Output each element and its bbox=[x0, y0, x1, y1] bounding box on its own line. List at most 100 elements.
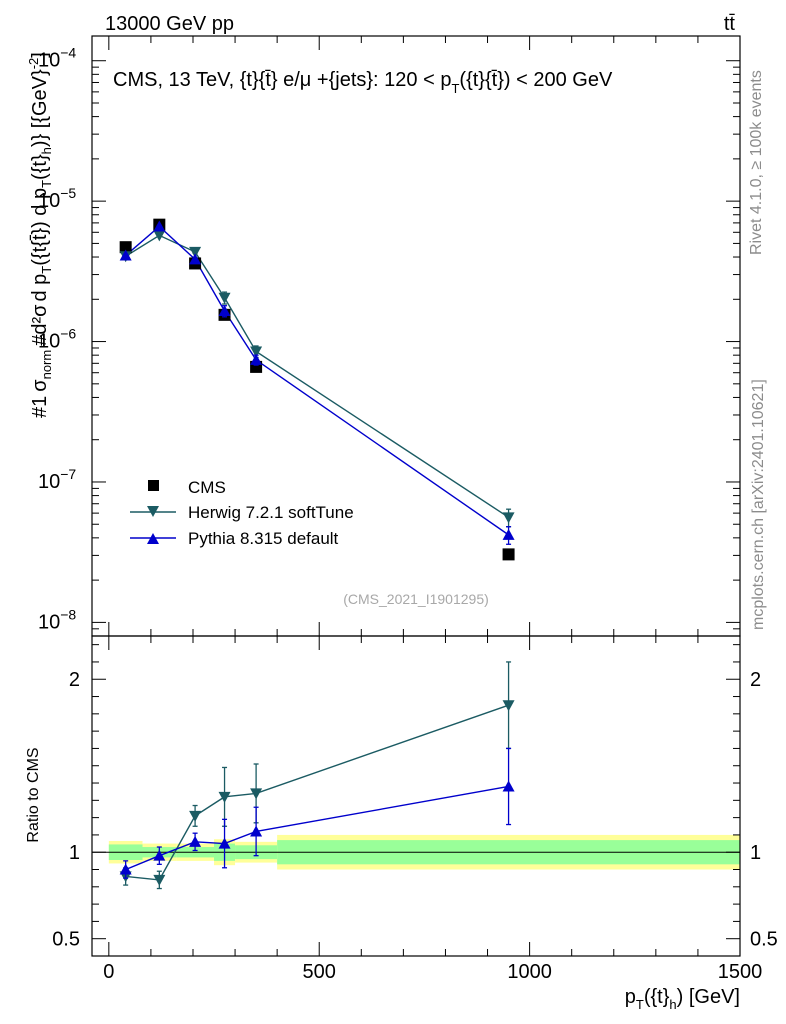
main-marker bbox=[502, 528, 515, 540]
ratio-series-lines bbox=[125, 704, 509, 881]
y-label-part: ({t} bbox=[29, 154, 51, 180]
ratio-marker bbox=[218, 837, 231, 849]
y-label-part: )} [{GeV} bbox=[29, 69, 51, 147]
x-label-part: p bbox=[625, 986, 636, 1008]
ratio-line-0 bbox=[125, 704, 509, 881]
main-marker bbox=[119, 249, 132, 261]
main-panel: 10−810−710−610−510−4 CMS, 13 TeV, {t}{t̄… bbox=[26, 35, 741, 637]
y-label-part: -2 bbox=[26, 58, 41, 70]
ratio-y-tick-label: 0.5 bbox=[750, 929, 778, 951]
ratio-y-tick-label: 2 bbox=[69, 669, 80, 691]
main-marker bbox=[250, 346, 263, 358]
chart-title-tail: ({t}{t̄}) < 200 GeV bbox=[459, 69, 613, 91]
x-tick-label: 500 bbox=[303, 961, 336, 983]
main-marker bbox=[250, 353, 263, 365]
process-label: tt̄ bbox=[724, 13, 736, 35]
y-tick-label-exponent: −7 bbox=[60, 466, 76, 482]
y-label-part: {t̄}) d p bbox=[29, 188, 51, 247]
y-tick-label: 10−8 bbox=[38, 606, 76, 633]
y-tick-label-exponent: −4 bbox=[60, 45, 76, 61]
main-marker bbox=[218, 292, 231, 304]
y-label-part: h bbox=[39, 147, 54, 154]
beam-label: 13000 GeV pp bbox=[105, 13, 234, 35]
main-marker bbox=[502, 548, 515, 561]
y-tick-label-base: 10 bbox=[38, 50, 60, 72]
main-marker bbox=[250, 360, 263, 373]
ratio-y-tick-label: 1 bbox=[750, 842, 761, 864]
ratio-marker bbox=[218, 791, 231, 803]
x-label-part: ) [GeV] bbox=[677, 986, 740, 1008]
ratio-y-tick-labels: 0.5 0.5 1 1 2 2 bbox=[52, 669, 778, 950]
ratio-marker bbox=[153, 874, 166, 886]
main-line-2 bbox=[125, 225, 509, 536]
ratio-series-markers bbox=[119, 661, 515, 890]
main-marker bbox=[189, 253, 202, 265]
legend-label-pythia: Pythia 8.315 default bbox=[188, 529, 339, 548]
ratio-y-tick-label: 2 bbox=[750, 669, 761, 691]
chart-title: CMS, 13 TeV, {t}{t̄} e/μ +{jets}: 120 < … bbox=[113, 69, 613, 96]
legend-marker-herwig bbox=[147, 506, 159, 517]
legend-label-cms: CMS bbox=[188, 478, 226, 497]
y-label-part: T bbox=[39, 180, 54, 188]
ratio-marker bbox=[250, 788, 263, 800]
y-label-part: T bbox=[39, 266, 54, 274]
x-tick-label: 0 bbox=[103, 961, 114, 983]
y-label-part: d²σ bbox=[29, 304, 51, 335]
y-label-part: norm bbox=[39, 350, 54, 380]
legend-marker-pythia bbox=[147, 533, 159, 544]
ratio-line-1 bbox=[125, 785, 509, 871]
y-label-part: ] bbox=[29, 52, 51, 58]
x-tick-label: 1000 bbox=[507, 961, 552, 983]
main-marker bbox=[119, 241, 132, 254]
ratio-marker bbox=[502, 700, 515, 712]
analysis-watermark: (CMS_2021_I1901295) bbox=[343, 591, 489, 607]
y-label-part: 1 bbox=[29, 396, 51, 407]
ratio-y-label: Ratio to CMS bbox=[25, 747, 42, 842]
main-series-markers bbox=[119, 218, 515, 561]
x-label-part: T bbox=[636, 997, 644, 1012]
x-label-part: ({t} bbox=[644, 986, 670, 1008]
main-y-label: #1σnorm#d²σd pT({t{t̄}) d pT({t}h)} [{Ge… bbox=[26, 52, 54, 418]
y-tick-label: 10−7 bbox=[38, 466, 76, 493]
x-label-part: h bbox=[669, 997, 676, 1012]
ratio-y-tick-label: 0.5 bbox=[52, 929, 80, 951]
y-tick-label-exponent: −8 bbox=[60, 606, 76, 622]
y-tick-label-base: 10 bbox=[38, 190, 60, 212]
ratio-marker bbox=[189, 810, 202, 822]
ratio-marker bbox=[153, 849, 166, 861]
y-tick-label-base: 10 bbox=[38, 611, 60, 633]
main-line-1 bbox=[125, 234, 509, 518]
x-tick-label: 1500 bbox=[718, 961, 763, 983]
main-series-lines bbox=[125, 225, 509, 536]
main-marker bbox=[153, 220, 166, 232]
y-label-part: ({t bbox=[29, 246, 51, 265]
y-label-part: σ bbox=[29, 379, 51, 392]
main-axis-ticks bbox=[92, 36, 741, 637]
ratio-marker bbox=[119, 863, 132, 875]
y-tick-label: 10−6 bbox=[38, 326, 76, 353]
y-label-part: # bbox=[29, 406, 51, 418]
rivet-version-label: Rivet 4.1.0, ≥ 100k events bbox=[748, 70, 765, 255]
y-tick-label-exponent: −5 bbox=[60, 185, 76, 201]
legend-marker-cms bbox=[148, 480, 159, 491]
chart-title-main: CMS, 13 TeV, {t}{t̄} e/μ +{jets}: 120 < … bbox=[113, 69, 451, 91]
y-label-part: # bbox=[29, 334, 51, 346]
y-tick-label-base: 10 bbox=[38, 471, 60, 493]
y-tick-label: 10−5 bbox=[38, 185, 76, 212]
mcplots-label: mcplots.cern.ch [arXiv:2401.10621] bbox=[750, 379, 767, 630]
main-marker bbox=[153, 230, 166, 242]
x-axis-label: pT({t}h) [GeV] bbox=[625, 986, 740, 1012]
y-tick-label-exponent: −6 bbox=[60, 326, 76, 342]
ratio-marker bbox=[250, 825, 263, 837]
legend: CMS Herwig 7.2.1 softTune Pythia 8.315 d… bbox=[130, 478, 354, 548]
main-marker bbox=[502, 512, 515, 524]
ratio-panel: 0.5 0.5 1 1 2 2 0 500 1000 1500 Ratio to CMS pT(… bbox=[25, 635, 778, 1012]
ratio-frame bbox=[91, 635, 741, 957]
y-tick-label-base: 10 bbox=[38, 331, 60, 353]
ratio-axis-ticks bbox=[92, 636, 741, 957]
main-y-tick-labels: 10−810−710−610−510−4 bbox=[38, 45, 76, 634]
y-tick-label: 10−4 bbox=[38, 45, 76, 72]
main-marker bbox=[218, 305, 231, 317]
main-marker bbox=[189, 246, 202, 258]
